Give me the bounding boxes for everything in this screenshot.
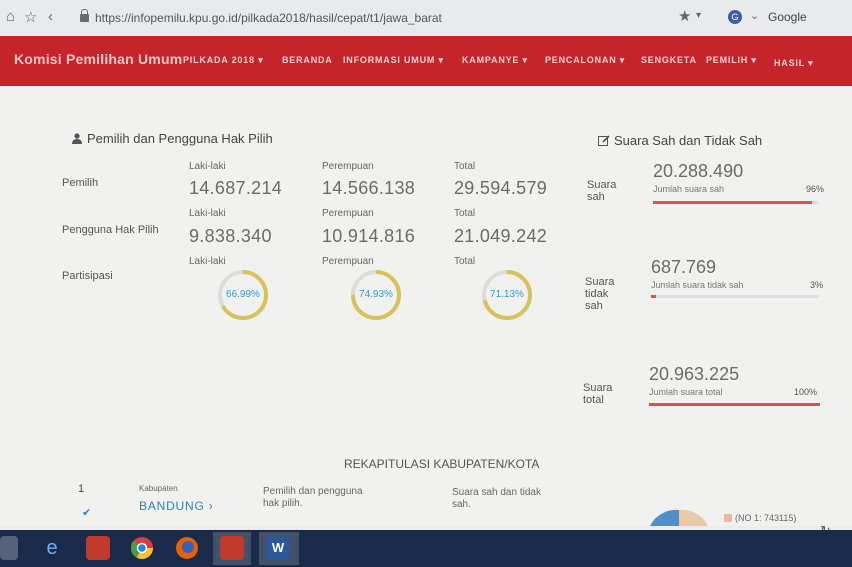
nav-item-pencalonan[interactable]: PENCALONAN ▾ xyxy=(545,55,626,65)
suara-sah-value: 20.288.490 xyxy=(653,161,744,181)
kabupaten-name: BANDUNG xyxy=(139,499,205,513)
suara-sah-bar xyxy=(653,201,819,204)
pemilih-total-value: 29.594.579 xyxy=(454,178,548,198)
firefox-icon[interactable] xyxy=(175,536,199,560)
suara-section-title: Suara Sah dan Tidak Sah xyxy=(598,133,762,148)
suara-total-pct: 100% xyxy=(794,387,818,397)
pemilih-perempuan-value: 14.566.138 xyxy=(322,178,416,198)
nav-item-kampanye[interactable]: KAMPANYE ▾ xyxy=(462,55,528,65)
suara-tidak-sah-label: Suara tidak sah xyxy=(585,276,615,312)
pemilih-laki-value: 14.687.214 xyxy=(189,178,283,198)
suara-total-value: 20.963.225 xyxy=(649,364,740,384)
suara-sah-sub: Jumlah suara sah xyxy=(653,184,725,194)
home-icon[interactable]: ⌂ xyxy=(6,8,16,25)
suara-sah-pct: 96% xyxy=(806,184,825,194)
main-nav: Komisi Pemilihan Umum PILKADA 2018 ▾ BER… xyxy=(0,36,852,86)
check-icon: ✔ xyxy=(82,507,92,519)
row-label-pemilih: Pemilih xyxy=(62,177,99,189)
pengguna-perempuan-value: 10.914.816 xyxy=(322,226,416,246)
media-player-icon[interactable] xyxy=(86,536,110,560)
legend-text: (NO 1: 743115) xyxy=(735,513,797,523)
word-icon[interactable]: W xyxy=(266,536,290,560)
bookmark-star-icon[interactable]: ☆ xyxy=(24,9,38,26)
pengguna-laki-value: 9.838.340 xyxy=(189,226,272,246)
pemilih-section-title: Pemilih dan Pengguna Hak Pilih xyxy=(72,131,273,146)
browser-toolbar: ⌂ ☆ ‹ https://infopemilu.kpu.go.id/pilka… xyxy=(0,0,852,37)
col-sub: Laki-laki xyxy=(189,161,226,172)
lock-icon xyxy=(80,9,89,22)
col-sub: Total xyxy=(454,208,476,219)
suara-sah-label: Suara sah xyxy=(587,179,617,203)
site-brand[interactable]: Komisi Pemilihan Umum xyxy=(14,51,183,67)
nav-item-sengketa[interactable]: SENGKETA xyxy=(641,55,697,65)
partisipasi-total-donut: 71.13% xyxy=(481,269,533,321)
mini-pie-chart xyxy=(650,509,708,526)
suara-total-sub: Jumlah suara total xyxy=(649,387,723,397)
search-engine-label[interactable]: Google xyxy=(768,10,807,24)
partisipasi-laki-pct: 66.99% xyxy=(226,289,260,300)
nav-item-beranda[interactable]: BERANDA xyxy=(282,55,333,65)
os-taskbar: e W xyxy=(0,530,852,567)
rekap-col-suara: Suara sah dan tidak sah. xyxy=(452,487,541,510)
search-engine-dropdown-icon[interactable]: ⌄ xyxy=(750,10,760,22)
pengguna-total-value: 21.049.242 xyxy=(454,226,548,246)
profile-avatar[interactable]: G xyxy=(728,10,742,24)
internet-explorer-icon[interactable]: e xyxy=(46,537,58,559)
nav-item-pilkada[interactable]: PILKADA 2018 ▾ xyxy=(183,55,264,65)
back-icon[interactable]: ‹ xyxy=(48,8,53,25)
suara-total-label: Suara total xyxy=(583,382,613,406)
col-sub: Laki-laki xyxy=(189,256,226,267)
kabupaten-link[interactable]: BANDUNG › xyxy=(139,499,214,513)
suara-tidak-sah-bar xyxy=(651,295,819,298)
chevron-right-icon: › xyxy=(208,499,214,513)
kabupaten-label: Kabupaten xyxy=(139,484,178,493)
chevron-down-icon[interactable]: ▾ xyxy=(696,10,702,21)
nav-item-informasi[interactable]: INFORMASI UMUM ▾ xyxy=(343,55,444,65)
nav-item-hasil[interactable]: HASIL ▾ xyxy=(774,58,814,68)
suara-tidak-sah-bar-fill xyxy=(651,295,657,298)
partisipasi-perempuan-donut: 74.93% xyxy=(350,269,402,321)
rekap-col-pemilih: Pemilih dan pengguna hak pilih. xyxy=(263,486,363,509)
col-sub: Laki-laki xyxy=(189,208,226,219)
partisipasi-laki-donut: 66.99% xyxy=(217,269,269,321)
rekap-row-number: 1 xyxy=(78,483,85,495)
legend-swatch xyxy=(724,514,732,522)
suara-sah-bar-fill xyxy=(653,201,813,204)
row-label-pengguna: Pengguna Hak Pilih xyxy=(62,224,159,236)
col-sub: Perempuan xyxy=(322,208,374,219)
partisipasi-total-pct: 71.13% xyxy=(490,289,524,300)
file-explorer-icon[interactable] xyxy=(0,536,18,560)
edit-icon xyxy=(598,134,610,146)
suara-tidak-sah-pct: 3% xyxy=(810,280,824,290)
app-icon[interactable] xyxy=(220,536,244,560)
col-sub: Total xyxy=(454,161,476,172)
address-bar[interactable]: https://infopemilu.kpu.go.id/pilkada2018… xyxy=(80,8,660,28)
col-sub: Total xyxy=(454,256,476,267)
row-label-partisipasi: Partisipasi xyxy=(62,270,113,282)
pemilih-title-text: Pemilih dan Pengguna Hak Pilih xyxy=(87,131,273,146)
star-icon[interactable]: ★ xyxy=(678,8,692,25)
suara-tidak-sah-sub: Jumlah suara tidak sah xyxy=(651,280,744,290)
rekap-title: REKAPITULASI KABUPATEN/KOTA xyxy=(344,457,540,471)
main-content: Pemilih dan Pengguna Hak Pilih Pemilih L… xyxy=(0,86,852,538)
col-sub: Perempuan xyxy=(322,256,374,267)
chrome-icon[interactable] xyxy=(130,536,154,560)
user-icon xyxy=(72,132,82,144)
col-sub: Perempuan xyxy=(322,161,374,172)
suara-tidak-sah-value: 687.769 xyxy=(651,257,717,277)
suara-title-text: Suara Sah dan Tidak Sah xyxy=(614,133,763,148)
suara-total-bar xyxy=(649,403,820,406)
suara-total-bar-fill xyxy=(649,403,820,406)
partisipasi-perempuan-pct: 74.93% xyxy=(359,289,393,300)
nav-item-pemilih[interactable]: PEMILIH ▾ xyxy=(706,55,757,65)
url-text: https://infopemilu.kpu.go.id/pilkada2018… xyxy=(95,11,442,25)
